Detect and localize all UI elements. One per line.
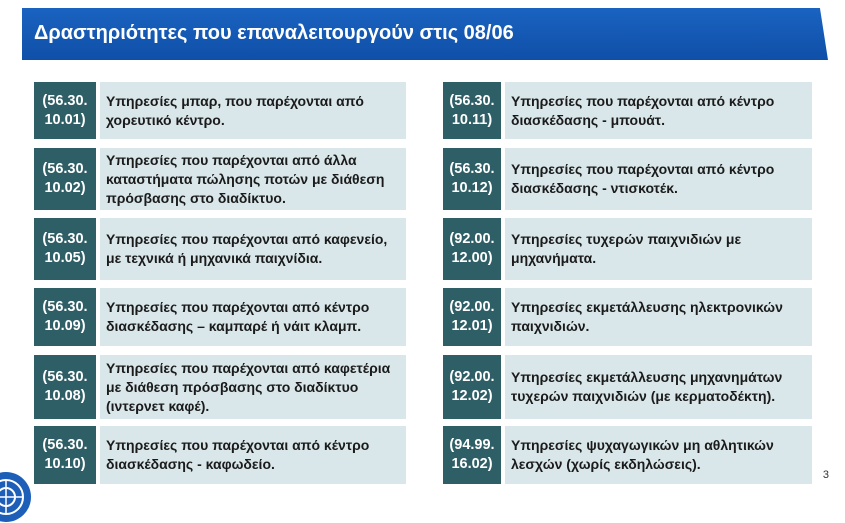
activity-card: (56.30. 10.09) Υπηρεσίες που παρέχονται α…	[34, 288, 406, 346]
activity-code: (56.30. 10.11)	[443, 82, 501, 139]
title-bar: Δραστηριότητες που επαναλειτουργούν στις…	[22, 8, 828, 60]
activity-code: (56.30. 10.05)	[34, 218, 96, 280]
activity-description: Υπηρεσίες που παρέχονται από καφενείο, μ…	[100, 218, 406, 280]
activity-card: (56.30. 10.01) Υπηρεσίες μπαρ, που παρέχο…	[34, 82, 406, 139]
activity-description: Υπηρεσίες που παρέχονται από άλλα καταστ…	[100, 148, 406, 210]
activity-code: (92.00. 12.01)	[443, 288, 501, 346]
emblem-logo-icon	[0, 472, 31, 522]
activity-description: Υπηρεσίες εκμετάλλευσης μηχανημάτων τυχε…	[505, 355, 812, 419]
activity-code: (56.30. 10.01)	[34, 82, 96, 139]
activity-code: (56.30. 10.10)	[34, 426, 96, 484]
activity-card: (56.30. 10.12) Υπηρεσίες που παρέχονται α…	[443, 148, 812, 210]
activity-description: Υπηρεσίες που παρέχονται από κέντρο διασ…	[100, 288, 406, 346]
activity-description: Υπηρεσίες που παρέχονται από κέντρο διασ…	[505, 148, 812, 210]
activity-card: (94.99. 16.02) Υπηρεσίες ψυχαγωγικών μη α…	[443, 426, 812, 484]
activity-card: (92.00. 12.01) Υπηρεσίες εκμετάλλευσης ηλ…	[443, 288, 812, 346]
activity-code: (56.30. 10.02)	[34, 148, 96, 210]
activity-description: Υπηρεσίες τυχερών παιχνιδιών με μηχανήμα…	[505, 218, 812, 280]
activity-code: (56.30. 10.09)	[34, 288, 96, 346]
activity-card: (92.00. 12.00) Υπηρεσίες τυχερών παιχνιδι…	[443, 218, 812, 280]
activity-description: Υπηρεσίες εκμετάλλευσης ηλεκτρονικών παι…	[505, 288, 812, 346]
activity-code: (94.99. 16.02)	[443, 426, 501, 484]
page-title: Δραστηριότητες που επαναλειτουργούν στις…	[34, 22, 514, 44]
page-number: 3	[822, 469, 829, 481]
activity-code: (92.00. 12.02)	[443, 355, 501, 419]
activity-code: (92.00. 12.00)	[443, 218, 501, 280]
activity-card: (56.30. 10.05) Υπηρεσίες που παρέχονται α…	[34, 218, 406, 280]
activity-description: Υπηρεσίες μπαρ, που παρέχονται από χορευ…	[100, 82, 406, 139]
activity-description: Υπηρεσίες που παρέχονται από κέντρο διασ…	[100, 426, 406, 484]
activity-code: (56.30. 10.08)	[34, 355, 96, 419]
activity-code: (56.30. 10.12)	[443, 148, 501, 210]
activity-card: (56.30. 10.08) Υπηρεσίες που παρέχονται α…	[34, 355, 406, 419]
activity-card: (56.30. 10.02) Υπηρεσίες που παρέχονται α…	[34, 148, 406, 210]
activity-card: (56.30. 10.10) Υπηρεσίες που παρέχονται α…	[34, 426, 406, 484]
activity-description: Υπηρεσίες ψυχαγωγικών μη αθλητικών λεσχώ…	[505, 426, 812, 484]
activity-card: (56.30. 10.11) Υπηρεσίες που παρέχονται α…	[443, 82, 812, 139]
activity-description: Υπηρεσίες που παρέχονται από κέντρο διασ…	[505, 82, 812, 139]
activity-description: Υπηρεσίες που παρέχονται από καφετέρια μ…	[100, 355, 406, 419]
activity-card: (92.00. 12.02) Υπηρεσίες εκμετάλλευσης μη…	[443, 355, 812, 419]
